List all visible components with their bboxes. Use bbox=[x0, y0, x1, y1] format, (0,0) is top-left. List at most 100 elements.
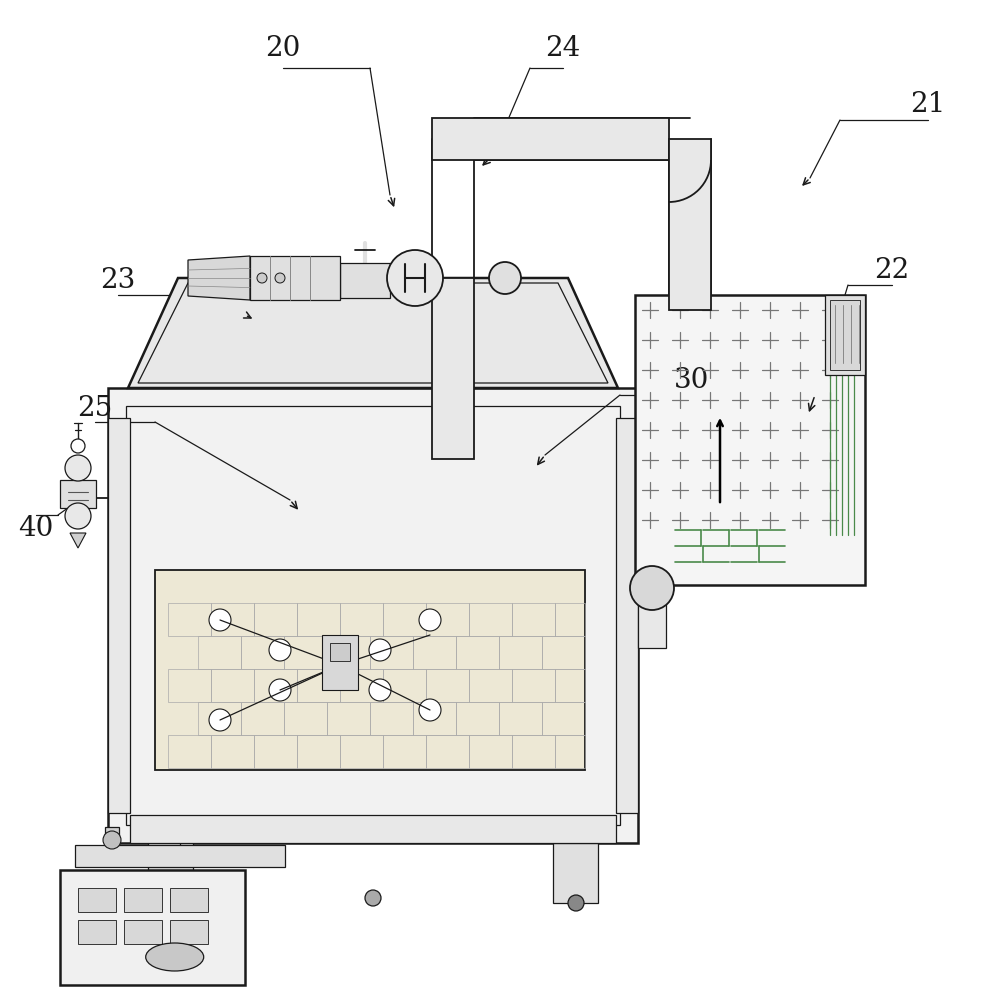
Bar bbox=[555, 669, 585, 702]
Circle shape bbox=[103, 831, 121, 849]
Bar bbox=[198, 702, 241, 735]
Bar bbox=[170, 888, 208, 912]
Circle shape bbox=[71, 439, 85, 453]
Bar bbox=[555, 603, 585, 636]
Bar bbox=[370, 636, 413, 669]
Circle shape bbox=[369, 679, 391, 701]
Circle shape bbox=[269, 639, 291, 661]
Circle shape bbox=[209, 609, 231, 631]
Bar bbox=[284, 636, 327, 669]
Circle shape bbox=[387, 250, 443, 306]
Wedge shape bbox=[669, 160, 711, 202]
Bar bbox=[297, 603, 340, 636]
Bar bbox=[75, 845, 285, 867]
Circle shape bbox=[369, 639, 391, 661]
Text: 21: 21 bbox=[911, 91, 945, 117]
Bar bbox=[198, 636, 241, 669]
Bar bbox=[512, 603, 555, 636]
Bar bbox=[124, 888, 162, 912]
Bar bbox=[499, 636, 542, 669]
Bar bbox=[616, 418, 638, 813]
Bar bbox=[456, 702, 499, 735]
Text: 20: 20 bbox=[266, 34, 300, 62]
Bar bbox=[78, 920, 116, 944]
Bar bbox=[60, 870, 245, 985]
Bar bbox=[426, 603, 469, 636]
Bar bbox=[413, 702, 456, 735]
Bar bbox=[78, 888, 116, 912]
Bar bbox=[383, 735, 426, 768]
Bar bbox=[340, 603, 383, 636]
Circle shape bbox=[209, 709, 231, 731]
Circle shape bbox=[419, 699, 441, 721]
Bar bbox=[241, 636, 284, 669]
Bar bbox=[512, 669, 555, 702]
Bar bbox=[512, 735, 555, 768]
Circle shape bbox=[65, 455, 91, 481]
Bar bbox=[124, 920, 162, 944]
Ellipse shape bbox=[146, 943, 204, 971]
Bar bbox=[553, 843, 598, 903]
Bar bbox=[542, 702, 585, 735]
Circle shape bbox=[568, 895, 584, 911]
Bar bbox=[241, 702, 284, 735]
Text: 24: 24 bbox=[545, 34, 581, 62]
Bar bbox=[168, 735, 211, 768]
Circle shape bbox=[162, 895, 178, 911]
Bar bbox=[254, 735, 297, 768]
Circle shape bbox=[269, 679, 291, 701]
Bar bbox=[254, 669, 297, 702]
Bar bbox=[669, 139, 711, 310]
Bar bbox=[370, 702, 413, 735]
Bar bbox=[426, 735, 469, 768]
Bar bbox=[825, 295, 865, 375]
Bar bbox=[327, 702, 370, 735]
Bar bbox=[108, 418, 130, 813]
Text: 25: 25 bbox=[77, 394, 113, 422]
Bar bbox=[469, 603, 512, 636]
Bar bbox=[330, 643, 350, 661]
Circle shape bbox=[419, 609, 441, 631]
Bar bbox=[555, 735, 585, 768]
Bar bbox=[432, 118, 669, 160]
Bar bbox=[211, 735, 254, 768]
Bar bbox=[168, 603, 211, 636]
Bar bbox=[432, 278, 474, 459]
Bar bbox=[383, 669, 426, 702]
Bar bbox=[469, 735, 512, 768]
Bar bbox=[340, 735, 383, 768]
Bar bbox=[383, 603, 426, 636]
Bar bbox=[170, 920, 208, 944]
Bar bbox=[250, 256, 340, 300]
Bar bbox=[108, 388, 638, 843]
Bar bbox=[340, 669, 383, 702]
Bar bbox=[284, 702, 327, 735]
Text: 23: 23 bbox=[100, 266, 136, 294]
Bar bbox=[322, 635, 358, 690]
Bar bbox=[297, 669, 340, 702]
Text: 30: 30 bbox=[674, 366, 710, 393]
Bar bbox=[168, 669, 211, 702]
Bar bbox=[130, 815, 616, 843]
Bar bbox=[469, 669, 512, 702]
Polygon shape bbox=[188, 256, 250, 300]
Bar bbox=[413, 636, 456, 669]
Bar bbox=[211, 669, 254, 702]
Bar bbox=[830, 300, 860, 370]
Bar bbox=[542, 636, 585, 669]
Text: 22: 22 bbox=[874, 256, 910, 284]
Circle shape bbox=[630, 566, 674, 610]
Bar bbox=[499, 702, 542, 735]
Bar bbox=[638, 468, 666, 648]
Circle shape bbox=[275, 273, 285, 283]
Bar bbox=[297, 735, 340, 768]
Bar bbox=[635, 295, 865, 585]
Bar bbox=[327, 636, 370, 669]
Text: 40: 40 bbox=[18, 514, 54, 542]
Bar bbox=[426, 669, 469, 702]
Circle shape bbox=[257, 273, 267, 283]
Bar bbox=[254, 603, 297, 636]
Circle shape bbox=[65, 503, 91, 529]
Polygon shape bbox=[128, 278, 618, 388]
Bar bbox=[60, 480, 96, 508]
